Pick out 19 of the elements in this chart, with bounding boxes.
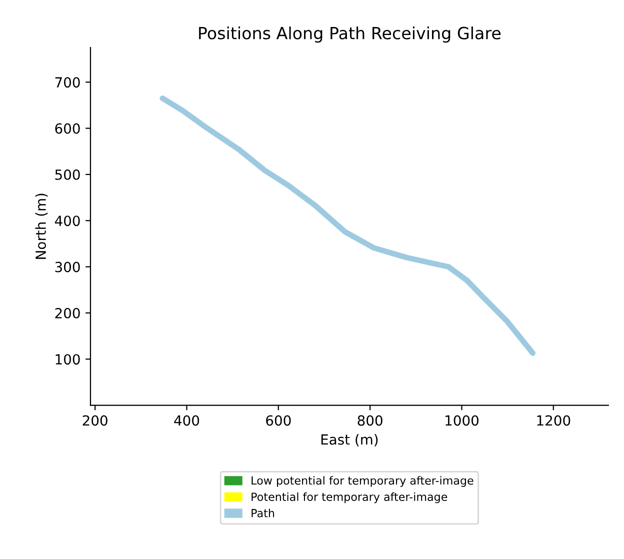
- y-tick-label: 700: [55, 77, 80, 88]
- y-tick-label: 400: [54, 216, 80, 226]
- y-tick-label: 300: [55, 262, 80, 272]
- x-tick-label: 1200: [537, 415, 570, 426]
- y-tick-label: 600: [55, 123, 80, 134]
- x-tick-label: 200: [82, 415, 108, 426]
- legend-label: Potential for temporary after-image: [252, 492, 448, 504]
- legend-label: Low potential for temporary after-image: [252, 476, 474, 487]
- chart-title: Positions Along Path Receiving Glare: [199, 26, 501, 43]
- y-tick-label: 500: [55, 169, 80, 180]
- legend-label: Path: [252, 508, 274, 518]
- x-tick-label: 1000: [446, 415, 478, 426]
- x-tick-label: 400: [174, 415, 200, 426]
- y-axis-title: North (m): [35, 194, 48, 259]
- y-tick-label: 100: [56, 354, 80, 365]
- x-tick-label: 800: [358, 415, 382, 426]
- y-tick-label: 200: [55, 308, 80, 318]
- x-tick-label: 600: [266, 415, 291, 426]
- x-axis-title: East (m): [321, 434, 378, 446]
